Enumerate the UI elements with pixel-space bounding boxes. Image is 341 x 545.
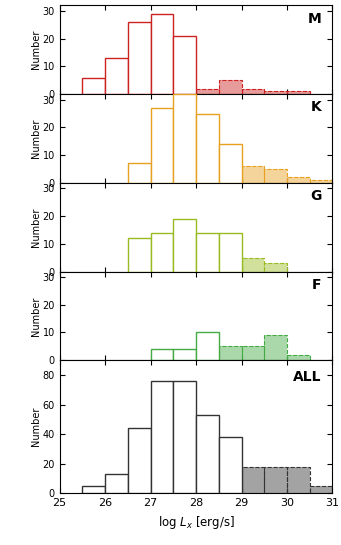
Bar [151, 108, 173, 183]
Bar [196, 113, 219, 183]
Bar [219, 346, 241, 360]
Bar [310, 180, 332, 183]
Bar [264, 263, 287, 271]
Bar [219, 80, 241, 94]
Bar [219, 470, 241, 493]
Bar [219, 346, 241, 360]
Bar [241, 258, 264, 271]
Bar [151, 14, 173, 94]
Bar [287, 467, 310, 493]
Bar [264, 467, 287, 493]
Bar [196, 172, 219, 183]
Bar [128, 22, 151, 94]
Y-axis label: Number: Number [31, 30, 41, 69]
Text: F: F [312, 278, 322, 292]
Bar [264, 263, 287, 271]
Bar [196, 89, 219, 94]
Bar [241, 346, 264, 360]
Y-axis label: Number: Number [31, 296, 41, 336]
Bar [196, 415, 219, 493]
Text: G: G [310, 189, 322, 203]
Bar [287, 177, 310, 183]
Bar [196, 172, 219, 183]
Bar [241, 89, 264, 94]
Bar [151, 381, 173, 493]
Bar [241, 346, 264, 360]
Bar [173, 489, 196, 493]
X-axis label: log $L_x$ [erg/s]: log $L_x$ [erg/s] [158, 513, 235, 531]
Bar [83, 77, 105, 94]
Bar [173, 172, 196, 183]
Bar [241, 166, 264, 183]
Bar [219, 80, 241, 94]
Bar [241, 467, 264, 493]
Bar [173, 489, 196, 493]
Bar [196, 89, 219, 94]
Bar [241, 467, 264, 493]
Bar [173, 172, 196, 183]
Bar [196, 489, 219, 493]
Bar [264, 92, 287, 94]
Bar [196, 332, 219, 360]
Bar [196, 233, 219, 271]
Bar [287, 92, 310, 94]
Bar [264, 335, 287, 360]
Bar [310, 180, 332, 183]
Bar [173, 352, 196, 360]
Y-axis label: Number: Number [31, 119, 41, 158]
Bar [310, 486, 332, 493]
Bar [173, 94, 196, 183]
Bar [287, 355, 310, 360]
Bar [219, 144, 241, 183]
Bar [264, 92, 287, 94]
Bar [219, 470, 241, 493]
Text: K: K [311, 100, 322, 114]
Bar [128, 428, 151, 493]
Bar [128, 238, 151, 271]
Bar [264, 467, 287, 493]
Y-axis label: Number: Number [31, 407, 41, 446]
Bar [287, 467, 310, 493]
Bar [173, 36, 196, 94]
Bar [287, 177, 310, 183]
Y-axis label: Number: Number [31, 208, 41, 247]
Bar [196, 255, 219, 271]
Bar [105, 58, 128, 94]
Bar [241, 89, 264, 94]
Bar [264, 335, 287, 360]
Text: M: M [308, 11, 322, 26]
Bar [241, 166, 264, 183]
Bar [83, 486, 105, 493]
Bar [219, 437, 241, 493]
Bar [310, 486, 332, 493]
Text: ALL: ALL [293, 370, 322, 384]
Bar [128, 164, 151, 183]
Bar [219, 177, 241, 183]
Bar [264, 169, 287, 183]
Bar [219, 177, 241, 183]
Bar [105, 474, 128, 493]
Bar [151, 233, 173, 271]
Bar [219, 233, 241, 271]
Bar [287, 92, 310, 94]
Bar [173, 349, 196, 360]
Bar [151, 349, 173, 360]
Bar [196, 255, 219, 271]
Bar [219, 255, 241, 271]
Bar [241, 258, 264, 271]
Bar [219, 255, 241, 271]
Bar [264, 169, 287, 183]
Bar [173, 352, 196, 360]
Bar [196, 489, 219, 493]
Bar [173, 219, 196, 271]
Bar [287, 355, 310, 360]
Bar [173, 381, 196, 493]
